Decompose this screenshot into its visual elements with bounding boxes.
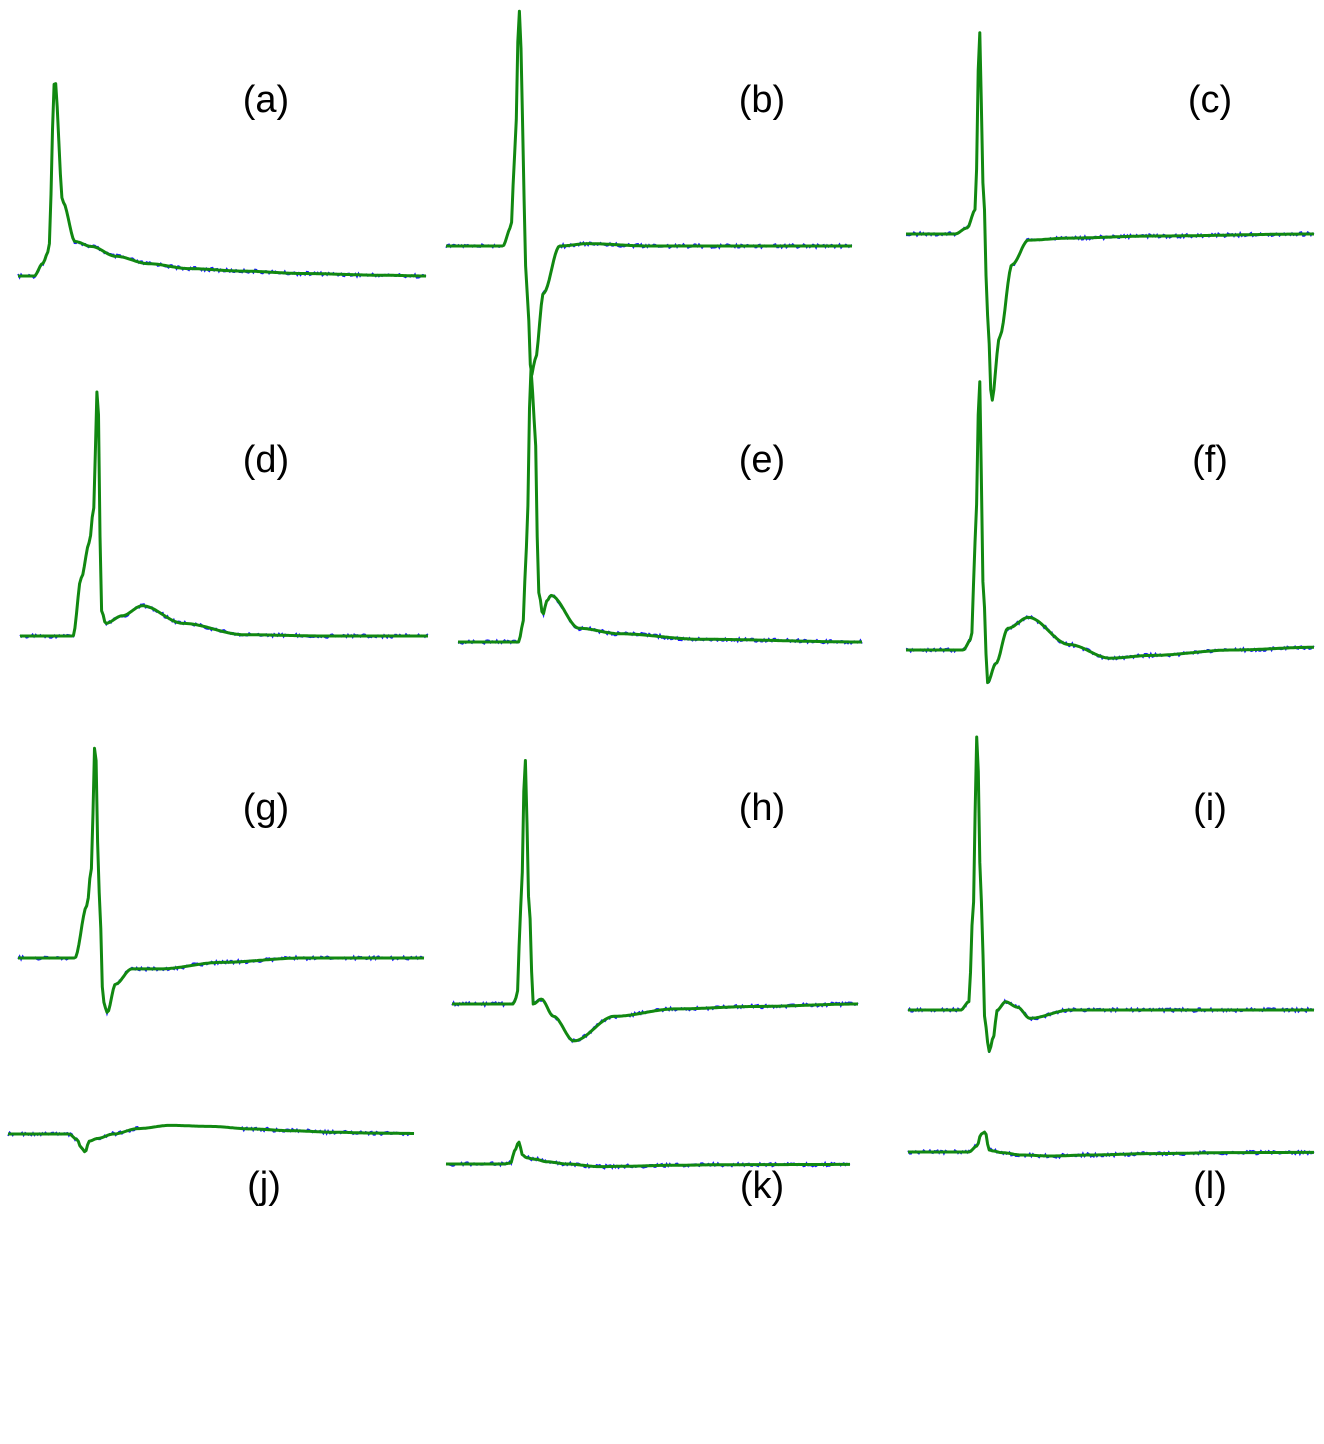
panel-k-label: (k) [740,1165,784,1207]
panel-f: (f) [905,380,1315,685]
fitted-trace [906,31,1314,402]
fitted-trace [908,1130,1314,1158]
panel-e: (e) [457,367,863,645]
measured-trace [17,82,427,280]
fitted-trace [18,746,424,1014]
panel-c: (c) [905,31,1315,402]
panel-g: (g) [17,746,425,1017]
panel-f-label: (f) [1192,439,1228,481]
fitted-trace [446,1140,850,1169]
fitted-trace [8,1123,414,1154]
panel-a-label: (a) [243,79,289,121]
panel-a: (a) [17,79,427,280]
panel-b: (b) [445,9,853,377]
measured-trace [907,736,1315,1053]
measured-trace [7,1124,415,1153]
measured-trace [905,381,1315,685]
panel-e-label: (e) [739,439,785,481]
panel-h-label: (h) [739,787,785,829]
measured-trace [17,748,425,1017]
fitted-trace [458,367,862,644]
panel-l-label: (l) [1193,1165,1227,1207]
panel-b-label: (b) [739,79,785,121]
panel-d: (d) [19,390,429,640]
panel-l: (l) [907,1130,1315,1207]
panel-k: (k) [445,1140,851,1207]
measured-trace [905,32,1315,401]
panel-j-label: (j) [247,1165,281,1207]
measured-trace [19,391,429,640]
fitted-trace [18,82,426,278]
panel-i: (i) [907,735,1315,1053]
measured-trace [445,11,853,375]
measured-trace [457,368,863,645]
panel-i-label: (i) [1193,787,1227,829]
fitted-trace [452,759,858,1043]
panel-h: (h) [451,759,859,1044]
panel-c-label: (c) [1188,79,1232,121]
panel-g-label: (g) [243,787,289,829]
panel-d-label: (d) [243,439,289,481]
fitted-trace [446,9,852,377]
fitted-trace [908,735,1314,1053]
panel-j: (j) [7,1123,415,1207]
measured-trace [451,760,859,1044]
fitted-trace [20,390,428,638]
fitted-trace [906,380,1314,685]
